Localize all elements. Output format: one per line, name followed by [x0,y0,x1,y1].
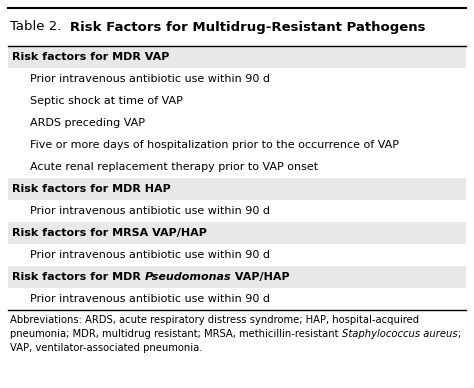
Bar [8,222,466,244]
Bar [8,244,466,266]
Text: Risk factors for MRSA VAP/HAP: Risk factors for MRSA VAP/HAP [12,228,207,238]
Bar [8,156,466,178]
Text: Five or more days of hospitalization prior to the occurrence of VAP: Five or more days of hospitalization pri… [30,140,399,150]
Text: Table 2.: Table 2. [10,21,61,33]
Text: Prior intravenous antibiotic use within 90 d: Prior intravenous antibiotic use within … [30,206,270,216]
Text: pneumonia; MDR, multidrug resistant; MRSA, methicillin-resistant: pneumonia; MDR, multidrug resistant; MRS… [10,329,342,339]
Text: Septic shock at time of VAP: Septic shock at time of VAP [30,96,183,106]
Text: Risk Factors for Multidrug-Resistant Pathogens: Risk Factors for Multidrug-Resistant Pat… [56,21,426,33]
Bar [8,68,466,90]
Text: Prior intravenous antibiotic use within 90 d: Prior intravenous antibiotic use within … [30,74,270,84]
Bar [8,112,466,134]
Text: Risk factors for MDR VAP: Risk factors for MDR VAP [12,52,169,62]
Bar [8,266,466,288]
Bar [8,134,466,156]
Text: ARDS preceding VAP: ARDS preceding VAP [30,118,145,128]
Text: VAP/HAP: VAP/HAP [231,272,290,282]
Text: Staphylococcus aureus: Staphylococcus aureus [342,329,457,339]
Bar [8,46,466,68]
Text: Pseudomonas: Pseudomonas [145,272,231,282]
Text: Prior intravenous antibiotic use within 90 d: Prior intravenous antibiotic use within … [30,250,270,260]
Text: Risk factors for MDR HAP: Risk factors for MDR HAP [12,184,171,194]
Bar [8,288,466,310]
Bar [8,200,466,222]
Text: Abbreviations: ARDS, acute respiratory distress syndrome; HAP, hospital-acquired: Abbreviations: ARDS, acute respiratory d… [10,315,419,325]
Bar [8,178,466,200]
Bar [8,90,466,112]
Text: VAP, ventilator-associated pneumonia.: VAP, ventilator-associated pneumonia. [10,343,202,353]
Text: Acute renal replacement therapy prior to VAP onset: Acute renal replacement therapy prior to… [30,162,318,172]
Text: Risk factors for MDR: Risk factors for MDR [12,272,145,282]
Text: ;: ; [457,329,461,339]
Text: Prior intravenous antibiotic use within 90 d: Prior intravenous antibiotic use within … [30,294,270,304]
